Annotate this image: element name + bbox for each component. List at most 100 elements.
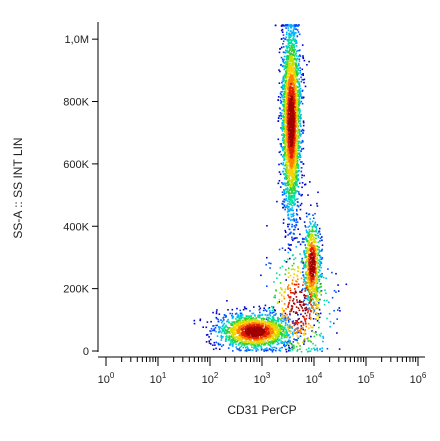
scatter-point [309, 318, 312, 321]
scatter-point [278, 335, 280, 338]
scatter-point [319, 348, 321, 350]
scatter-point [296, 94, 298, 97]
scatter-point [282, 163, 284, 166]
scatter-point [296, 152, 299, 154]
scatter-point [315, 261, 317, 264]
scatter-point [297, 69, 299, 71]
scatter-point [287, 344, 290, 347]
scatter-point [281, 317, 283, 320]
scatter-point [294, 155, 296, 158]
scatter-point [292, 57, 294, 60]
scatter-point [286, 68, 289, 71]
scatter-point [282, 64, 284, 67]
scatter-point [301, 78, 303, 81]
scatter-point [301, 186, 303, 189]
scatter-point [291, 200, 293, 203]
scatter-point [267, 318, 269, 321]
scatter-point [309, 313, 311, 315]
scatter-point [240, 322, 242, 324]
scatter-point [299, 348, 301, 350]
scatter-point [225, 337, 228, 340]
scatter-point [286, 63, 289, 66]
scatter-point [293, 268, 296, 271]
scatter-point [310, 288, 312, 291]
scatter-point [310, 283, 313, 286]
scatter-point [280, 115, 283, 117]
scatter-point [291, 333, 294, 335]
scatter-point [243, 328, 245, 330]
scatter-point [258, 325, 261, 328]
scatter-point [292, 276, 295, 279]
scatter-point [310, 326, 313, 329]
scatter-point [303, 343, 305, 345]
scatter-point [312, 311, 315, 314]
scatter-point [218, 327, 221, 329]
scatter-point [283, 55, 286, 58]
scatter-point [303, 78, 306, 81]
scatter-point [215, 312, 218, 315]
scatter-point [296, 67, 298, 70]
scatter-point [302, 241, 305, 243]
scatter-point [290, 187, 293, 190]
scatter-point [299, 330, 302, 332]
scatter-point [317, 241, 320, 243]
scatter-point [291, 346, 293, 349]
scatter-point [295, 73, 298, 75]
scatter-point [280, 143, 282, 145]
scatter-point [287, 318, 290, 320]
scatter-point [255, 348, 257, 350]
scatter-point [274, 294, 276, 297]
scatter-point [291, 77, 293, 79]
scatter-point [311, 246, 313, 248]
scatter-point [271, 341, 273, 344]
scatter-point [295, 71, 297, 74]
scatter-point [317, 298, 319, 300]
scatter-point [316, 249, 318, 251]
scatter-point [296, 29, 299, 31]
scatter-point [230, 342, 232, 344]
scatter-point [273, 346, 276, 349]
scatter-point [271, 347, 273, 349]
scatter-point [237, 314, 240, 316]
scatter-point [248, 320, 250, 322]
scatter-point [232, 324, 234, 327]
scatter-point [297, 186, 300, 188]
scatter-point [296, 113, 299, 115]
scatter-point [268, 317, 270, 320]
scatter-point [282, 314, 284, 317]
scatter-point [308, 302, 310, 304]
scatter-point [296, 157, 299, 159]
scatter-point [315, 313, 317, 315]
scatter-point [210, 343, 212, 345]
scatter-point [284, 206, 287, 209]
scatter-point [292, 34, 295, 37]
scatter-point [310, 204, 312, 206]
scatter-point [294, 339, 297, 341]
scatter-point [291, 292, 293, 294]
scatter-point [289, 248, 291, 250]
scatter-point [250, 337, 252, 340]
scatter-point [285, 182, 288, 185]
scatter-point [264, 349, 266, 351]
scatter-point [285, 319, 287, 322]
scatter-point [298, 97, 301, 99]
scatter-point [282, 206, 284, 209]
scatter-point [290, 68, 293, 70]
scatter-point [294, 283, 297, 286]
scatter-point [250, 324, 252, 327]
scatter-point [262, 326, 264, 328]
scatter-point [299, 335, 302, 337]
scatter-point [312, 283, 314, 286]
scatter-point [288, 195, 291, 197]
scatter-point [293, 185, 296, 188]
scatter-point [309, 289, 311, 292]
scatter-point [297, 165, 300, 167]
scatter-point [281, 112, 283, 115]
scatter-point [294, 180, 297, 183]
scatter-point [301, 288, 304, 290]
scatter-point [266, 327, 268, 329]
scatter-point [296, 321, 298, 324]
scatter-point [250, 340, 253, 342]
scatter-point [283, 303, 286, 305]
scatter-point [271, 340, 274, 343]
